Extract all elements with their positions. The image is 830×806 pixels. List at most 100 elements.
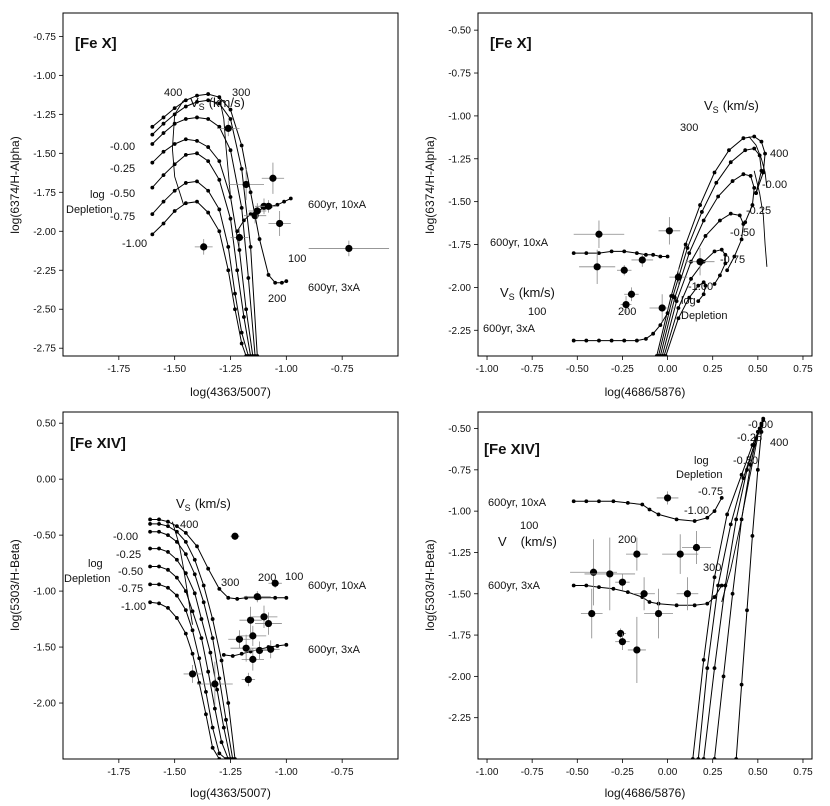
model-point [699,210,704,214]
depletion-025-label: -0.25 [746,205,771,217]
model-point [161,131,166,135]
observed-point [271,579,279,587]
model-point [217,751,222,756]
model-point [242,218,246,223]
depletion-025-label: -0.25 [116,549,141,561]
model-point [233,291,237,296]
x-tick-label: -0.25 [611,364,634,375]
observed-point [242,180,250,189]
model-point [651,331,656,336]
depletion-025-label: -0.25 [110,163,135,175]
model-point [150,142,155,146]
observed-point [267,645,275,653]
model-point [712,666,717,671]
panel-fe-xiv-vs-oiii-ratio: [Fe XIV] VS (km/s) 400 -0.00 -0.25 -0.50 … [8,411,399,800]
model-point [197,656,202,661]
model-curve-600yr-3xa [573,312,669,342]
model-point [204,689,208,694]
vs-300-label: 300 [232,87,250,99]
model-point [696,299,701,304]
observed-point [676,550,684,558]
x-axis-label: log(4363/5007) [190,385,271,399]
model-point [752,186,757,190]
vs-100-label: 100 [520,520,538,532]
model-3xa-label: 600yr, 3xA [308,282,361,294]
velocity-line [721,436,759,603]
model-point [239,341,244,346]
x-tick-label: 0.75 [793,767,813,778]
log-label: log [681,295,696,307]
model-point [172,121,177,126]
model-point [217,757,222,759]
model-point [217,177,222,182]
model-point [183,181,188,185]
x-axis-label: log(4686/5876) [605,786,686,800]
model-point [172,106,177,111]
model-point [685,246,690,250]
observed-point [665,227,673,235]
y-axis-label: log(6374/H-Alpha) [423,136,437,233]
model-point [752,134,757,139]
vs-400-label: 400 [164,87,182,99]
observed-point [260,613,268,621]
y-tick-label: -2.25 [33,266,56,277]
model-point [183,117,188,121]
model-point [183,631,188,636]
model-point [597,251,601,256]
model-point [728,160,733,165]
model-point [739,237,744,242]
observed-point [640,590,648,598]
x-tick-label: -1.00 [476,364,499,375]
x-tick-label: 0.00 [658,364,678,375]
depletion-075-label: -0.75 [118,583,143,595]
x-tick-label: 0.75 [793,364,813,375]
model-point [701,757,706,759]
model-point [148,582,153,587]
observed-point [235,635,244,643]
model-point [212,706,217,711]
observed-point [589,568,598,576]
depletion-100-label: -1.00 [688,281,713,293]
model-point [647,507,652,512]
vs-200-label: 200 [268,293,286,305]
model-point [248,244,253,249]
model-point [195,199,199,204]
model-point [175,524,179,529]
model-point [609,338,614,343]
model-point [221,653,226,657]
model-point [725,268,730,273]
model-10xa-label: 600yr, 10xA [308,580,367,592]
model-point [206,210,211,215]
model-point [712,575,717,580]
model-point [571,499,576,504]
y-axis-label: log(5303/H-Beta) [8,539,22,630]
y-tick-label: -2.50 [33,305,56,316]
vs-100-label: 100 [288,253,306,265]
model-point [273,595,278,600]
model-point [217,676,222,681]
y-tick-label: -2.75 [33,344,56,355]
model-point [705,666,710,671]
model-point [658,323,663,328]
model-point [239,651,244,656]
model-point [705,601,710,606]
model-point [183,539,188,544]
observed-point [658,304,666,312]
model-point [273,280,278,285]
observed-point [663,494,672,502]
depletion-label: Depletion [676,469,722,481]
model-curve--1-50 [150,601,220,759]
model-point [284,642,289,647]
model-point [190,651,195,656]
model-point [217,159,222,164]
y-tick-label: -1.50 [33,149,56,160]
plot-area [148,517,289,759]
model-point [215,687,220,692]
y-tick-label: -0.75 [448,465,471,476]
model-point [275,644,280,648]
model-point [696,283,701,288]
log-label: log [694,455,709,467]
model-curve--1-00 [151,152,252,356]
y-tick-label: -0.75 [448,69,471,80]
model-point [288,196,293,201]
